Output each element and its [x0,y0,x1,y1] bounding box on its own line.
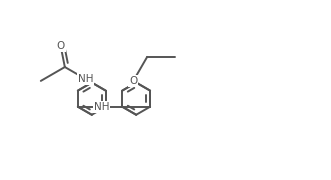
Text: NH: NH [94,102,109,112]
Text: NH: NH [77,74,93,84]
Text: O: O [129,76,137,86]
Text: O: O [57,41,65,51]
